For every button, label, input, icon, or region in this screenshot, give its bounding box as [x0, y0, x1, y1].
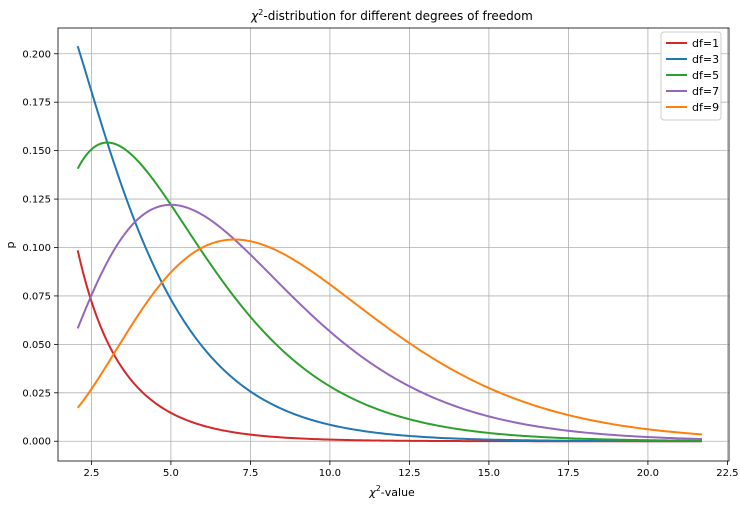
y-tick-label: 0.200: [22, 49, 51, 60]
legend-label: df=3: [692, 53, 719, 66]
axis-ticks: 2.5 5.0 7.5 10.0 12.5 15.0 17.5 20.0 22.5 0.000 0.…: [22, 49, 738, 479]
x-tick-label: 17.5: [557, 468, 579, 479]
x-tick-label: 12.5: [398, 468, 420, 479]
series-line-df-9: [76, 238, 703, 436]
legend-label: df=7: [692, 85, 719, 98]
y-tick-label: 0.025: [22, 388, 51, 399]
plot-frame: [57, 27, 730, 462]
x-tick-label: 5.0: [163, 468, 179, 479]
legend: df=1 df=3 df=5 df=7 df=9: [660, 31, 722, 121]
x-tick-label: 7.5: [242, 468, 258, 479]
legend-label: df=9: [692, 101, 719, 114]
series-lines: [76, 45, 703, 443]
x-tick-label: 2.5: [83, 468, 99, 479]
chart-title: χ2-distribution for different degrees of…: [250, 8, 533, 23]
y-tick-label: 0.125: [22, 195, 51, 206]
legend-label: df=1: [692, 37, 719, 50]
series-line-df-5: [76, 141, 702, 442]
x-tick-label: 20.0: [637, 468, 659, 479]
series-line-df-7: [76, 203, 702, 441]
legend-label: df=5: [692, 69, 719, 82]
y-tick-label: 0.000: [22, 437, 51, 448]
x-tick-label: 22.5: [716, 468, 738, 479]
x-tick-label: 15.0: [478, 468, 500, 479]
y-axis-label: p: [4, 241, 17, 248]
x-axis-label: χ2-value: [368, 484, 415, 499]
series-line-df-3: [76, 45, 702, 443]
y-tick-label: 0.100: [22, 243, 51, 254]
y-tick-label: 0.150: [22, 146, 51, 157]
legend-box: [660, 31, 722, 121]
y-tick-label: 0.050: [22, 340, 51, 351]
y-tick-label: 0.175: [22, 98, 51, 109]
y-tick-label: 0.075: [22, 291, 51, 302]
x-tick-label: 10.0: [319, 468, 341, 479]
grid-lines: [58, 28, 729, 461]
